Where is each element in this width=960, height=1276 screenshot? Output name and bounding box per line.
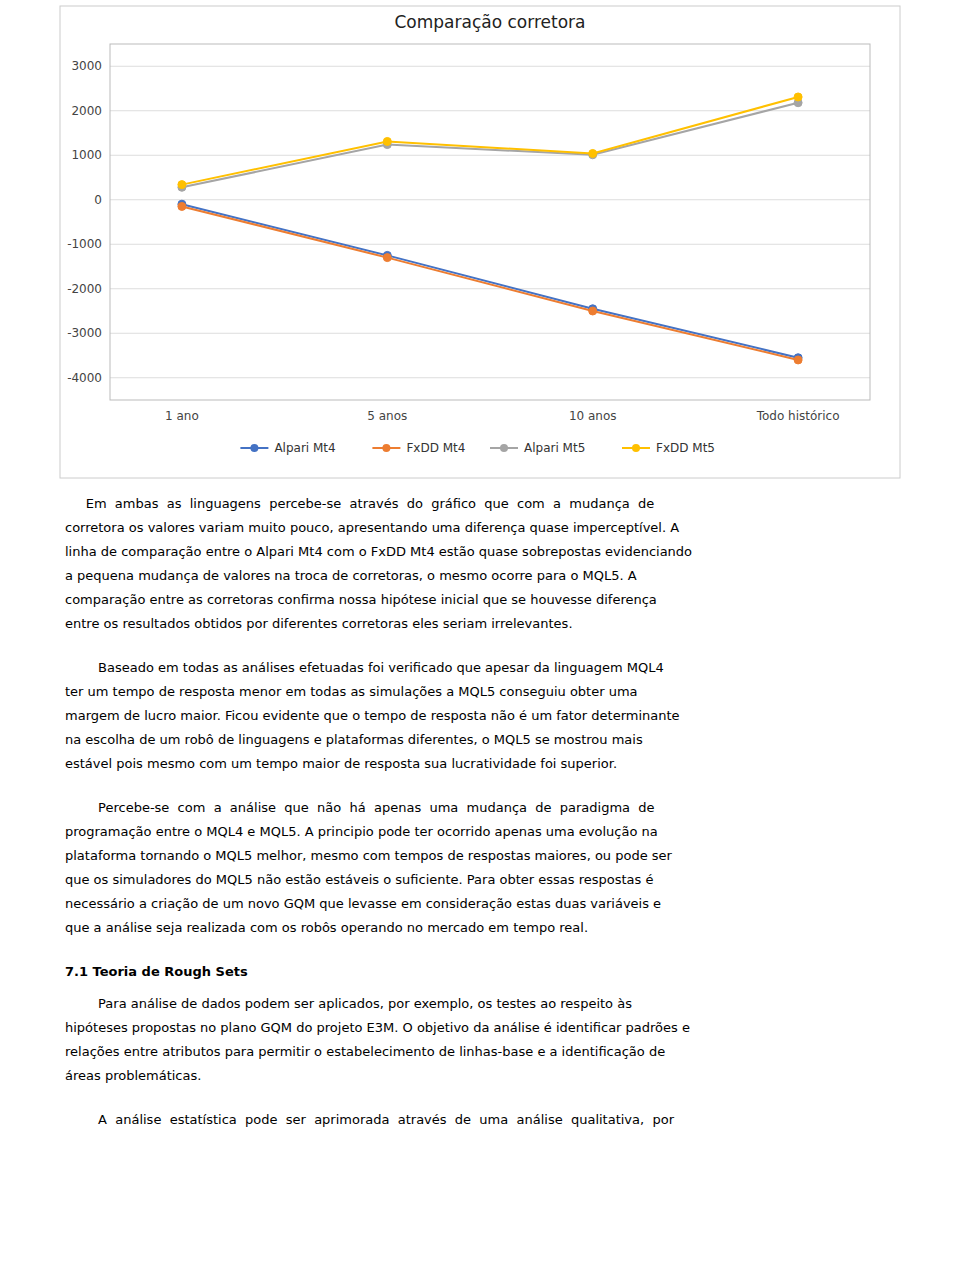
series-marker (383, 137, 391, 145)
chart-frame (60, 6, 900, 478)
x-tick-label: Todo histórico (756, 409, 840, 423)
series-line (182, 97, 798, 185)
text-line: Para análise de dados podem ser aplicado… (65, 992, 945, 1016)
legend-marker (500, 444, 508, 452)
text-line: Em ambas as linguagens percebe-se atravé… (65, 492, 945, 516)
text-line: margem de lucro maior. Ficou evidente qu… (65, 704, 945, 728)
text-line: Baseado em todas as análises efetuadas f… (65, 656, 945, 680)
text-line: na escolha de um robô de linguagens e pl… (65, 728, 945, 752)
series-marker (589, 149, 597, 157)
y-tick-label: -3000 (67, 326, 102, 340)
x-tick-label: 5 anos (367, 409, 407, 423)
series-line (182, 204, 798, 358)
chart: Comparação corretora -4000 -3000 -2000 -1000… (0, 0, 960, 488)
text-line: hipóteses propostas no plano GQM do proj… (65, 1016, 945, 1040)
y-tick-label: 3000 (71, 59, 102, 73)
series-line (182, 103, 798, 188)
legend-marker (250, 444, 258, 452)
series-line (182, 206, 798, 360)
page: {"chart_data": {"type": "line", "title":… (0, 0, 960, 1276)
series-marker (794, 356, 802, 364)
text-line: áreas problemáticas. (65, 1064, 945, 1088)
legend: Alpari Mt4 FxDD Mt4 Alpari Mt5 FxDD Mt5 (240, 441, 715, 455)
series-marker (589, 307, 597, 315)
y-tick-label: 0 (94, 193, 102, 207)
grid-line (110, 66, 870, 67)
plot-frame (110, 44, 870, 400)
paragraph: A análise estatística pode ser aprimorad… (65, 1108, 945, 1132)
text-line: A análise estatística pode ser aprimorad… (65, 1108, 945, 1132)
grid-line (110, 333, 870, 334)
text-line: linha de comparação entre o Alpari Mt4 c… (65, 540, 945, 564)
text-line: necessário a criação de um novo GQM que … (65, 892, 945, 916)
grid-line (110, 244, 870, 245)
legend-label: Alpari Mt5 (524, 441, 585, 455)
text-line: comparação entre as corretoras confirma … (65, 588, 945, 612)
y-tick-label: -1000 (67, 237, 102, 251)
series-marker (178, 181, 186, 189)
grid-line (110, 199, 870, 200)
y-tick-label: 2000 (71, 104, 102, 118)
series-marker (383, 254, 391, 262)
text-line: corretora os valores variam muito pouco,… (65, 516, 945, 540)
text-line: a pequena mudança de valores na troca de… (65, 564, 945, 588)
grid-line (110, 377, 870, 378)
y-tick-label: -4000 (67, 371, 102, 385)
series-group (178, 93, 802, 364)
x-tick-label: 10 anos (569, 409, 617, 423)
paragraph: Baseado em todas as análises efetuadas f… (65, 656, 945, 776)
text-line: relações entre atributos para permitir o… (65, 1040, 945, 1064)
legend-label: FxDD Mt5 (656, 441, 715, 455)
legend-marker (632, 444, 640, 452)
grid-line (110, 288, 870, 289)
paragraph: Percebe-se com a análise que não há apen… (65, 796, 945, 940)
grid (110, 66, 870, 378)
text-line: que os simuladores do MQL5 não estão est… (65, 868, 945, 892)
chart-title: Comparação corretora (394, 12, 585, 32)
paragraph: Para análise de dados podem ser aplicado… (65, 992, 945, 1088)
x-tick-label: 1 ano (165, 409, 199, 423)
text-line: plataforma tornando o MQL5 melhor, mesmo… (65, 844, 945, 868)
y-tick-label: 1000 (71, 148, 102, 162)
legend-label: Alpari Mt4 (274, 441, 335, 455)
series-marker (178, 202, 186, 210)
legend-label: FxDD Mt4 (406, 441, 465, 455)
paragraph: Em ambas as linguagens percebe-se atravé… (65, 492, 945, 636)
text-line: ter um tempo de resposta menor em todas … (65, 680, 945, 704)
text-line: programação entre o MQL4 e MQL5. A princ… (65, 820, 945, 844)
series-marker (794, 93, 802, 101)
heading-text: 7.1 Teoria de Rough Sets (65, 960, 945, 984)
grid-line (110, 110, 870, 111)
body-text: Em ambas as linguagens percebe-se atravé… (65, 492, 945, 1152)
text-line: estável pois mesmo com um tempo maior de… (65, 752, 945, 776)
text-line: que a análise seja realizada com os robô… (65, 916, 945, 940)
legend-marker (382, 444, 390, 452)
text-line: Percebe-se com a análise que não há apen… (65, 796, 945, 820)
y-tick-label: -2000 (67, 282, 102, 296)
grid-line (110, 155, 870, 156)
section-heading: 7.1 Teoria de Rough Sets (65, 960, 945, 984)
text-line: entre os resultados obtidos por diferent… (65, 612, 945, 636)
